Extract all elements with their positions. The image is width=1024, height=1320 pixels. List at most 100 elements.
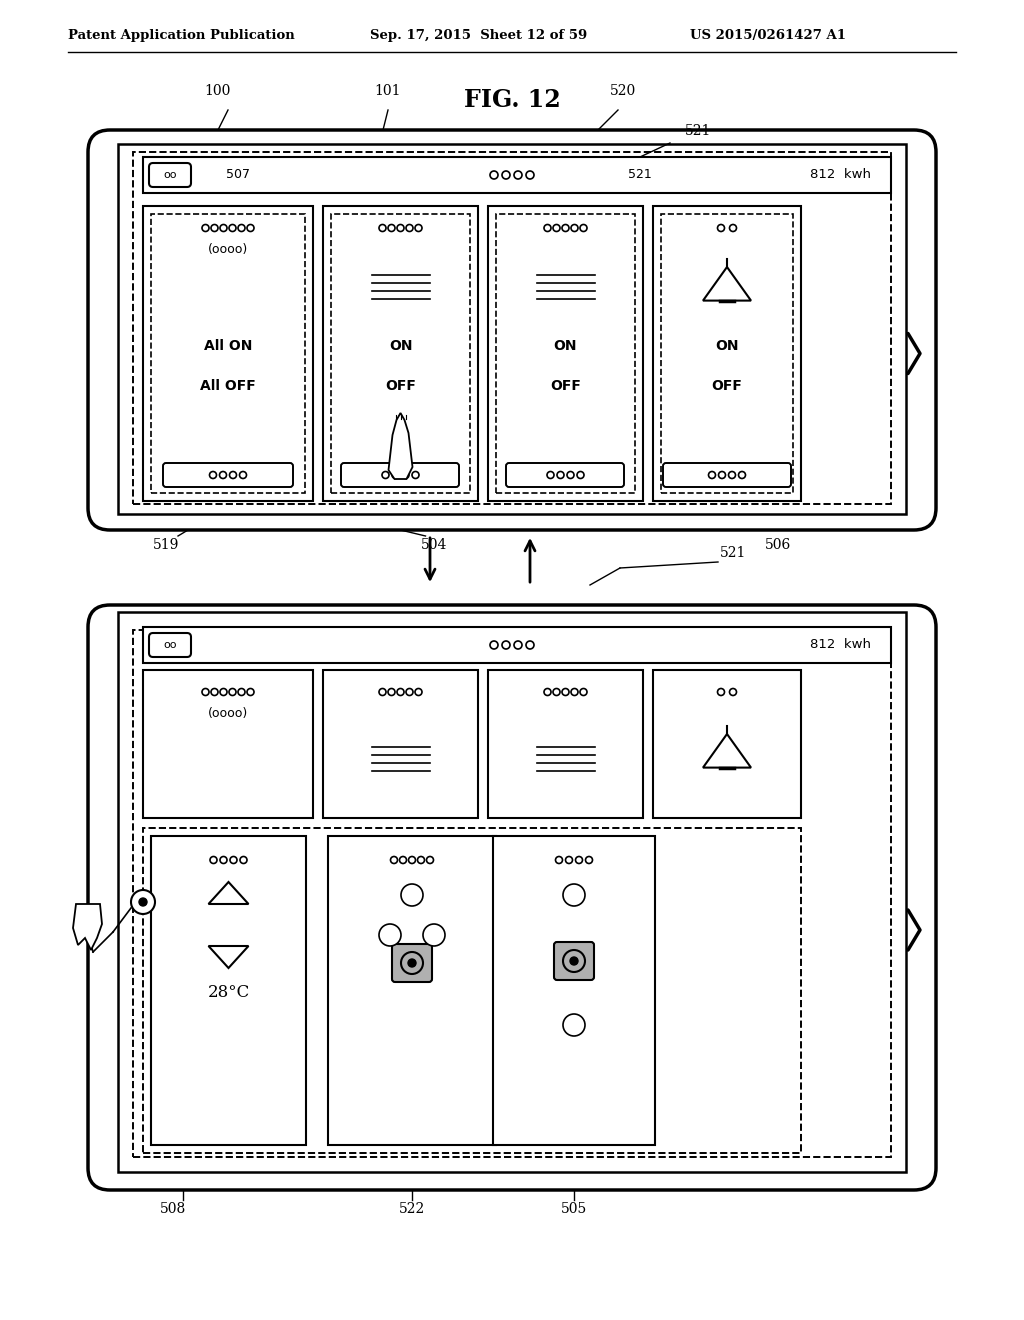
FancyBboxPatch shape	[341, 463, 459, 487]
Circle shape	[580, 224, 587, 231]
Bar	[653, 671, 801, 818]
Polygon shape	[209, 946, 249, 968]
Circle shape	[575, 857, 583, 863]
Circle shape	[565, 857, 572, 863]
Bar	[488, 206, 643, 502]
FancyBboxPatch shape	[171, 331, 286, 360]
Circle shape	[553, 689, 560, 696]
Text: Patent Application Publication: Patent Application Publication	[68, 29, 295, 41]
Bar	[662, 214, 793, 492]
Circle shape	[399, 857, 407, 863]
Circle shape	[219, 471, 226, 479]
Circle shape	[139, 898, 147, 906]
Circle shape	[557, 471, 564, 479]
Polygon shape	[703, 734, 751, 768]
Circle shape	[202, 224, 209, 231]
Circle shape	[571, 224, 578, 231]
Circle shape	[210, 471, 216, 479]
Text: Sep. 17, 2015  Sheet 12 of 59: Sep. 17, 2015 Sheet 12 of 59	[370, 29, 587, 41]
Text: OFF: OFF	[712, 379, 742, 393]
Circle shape	[728, 471, 735, 479]
Circle shape	[729, 224, 736, 231]
Bar	[143, 671, 313, 818]
Circle shape	[563, 1014, 585, 1036]
Text: ON: ON	[554, 339, 578, 352]
Circle shape	[408, 960, 416, 968]
Circle shape	[571, 689, 578, 696]
Circle shape	[577, 471, 584, 479]
Text: 521: 521	[628, 169, 652, 181]
Circle shape	[427, 857, 433, 863]
Circle shape	[547, 471, 554, 479]
Circle shape	[738, 471, 745, 479]
Text: ON: ON	[715, 339, 738, 352]
Circle shape	[211, 224, 218, 231]
Circle shape	[406, 224, 413, 231]
Text: 101: 101	[375, 84, 401, 98]
Bar	[133, 630, 891, 1158]
Text: (oooo): (oooo)	[208, 243, 248, 256]
Text: 505: 505	[561, 1203, 587, 1216]
FancyBboxPatch shape	[366, 735, 435, 780]
Bar	[488, 671, 643, 818]
Bar	[118, 612, 906, 1172]
FancyBboxPatch shape	[392, 944, 432, 982]
Circle shape	[247, 224, 254, 231]
Circle shape	[563, 884, 585, 906]
Circle shape	[240, 857, 247, 863]
Circle shape	[526, 172, 534, 180]
Circle shape	[382, 471, 389, 479]
FancyBboxPatch shape	[171, 371, 286, 401]
Text: 522: 522	[399, 1203, 425, 1216]
Circle shape	[415, 224, 422, 231]
Circle shape	[379, 689, 386, 696]
Text: oo: oo	[163, 640, 177, 649]
Bar	[151, 214, 305, 492]
Text: 506: 506	[765, 539, 791, 552]
Circle shape	[402, 471, 409, 479]
Circle shape	[230, 857, 237, 863]
Circle shape	[562, 224, 569, 231]
FancyBboxPatch shape	[672, 331, 782, 360]
Circle shape	[563, 950, 585, 972]
Circle shape	[586, 857, 593, 863]
FancyBboxPatch shape	[345, 371, 456, 401]
Circle shape	[709, 471, 716, 479]
FancyBboxPatch shape	[345, 331, 456, 360]
Circle shape	[240, 471, 247, 479]
Text: 521: 521	[685, 124, 712, 139]
FancyBboxPatch shape	[88, 129, 936, 531]
Bar	[143, 828, 801, 1152]
Circle shape	[220, 689, 227, 696]
Polygon shape	[73, 904, 102, 950]
FancyBboxPatch shape	[150, 162, 191, 187]
Bar	[143, 627, 891, 663]
Circle shape	[718, 689, 725, 696]
Text: 504: 504	[421, 539, 446, 552]
Circle shape	[238, 224, 245, 231]
Circle shape	[229, 689, 236, 696]
Circle shape	[379, 224, 386, 231]
Circle shape	[202, 689, 209, 696]
Circle shape	[379, 924, 401, 946]
Circle shape	[397, 224, 404, 231]
Circle shape	[401, 884, 423, 906]
Text: All OFF: All OFF	[200, 379, 256, 393]
FancyBboxPatch shape	[366, 264, 435, 309]
Bar	[331, 214, 470, 492]
Bar	[323, 671, 478, 818]
Circle shape	[211, 689, 218, 696]
FancyBboxPatch shape	[663, 463, 791, 487]
Text: 100: 100	[205, 84, 231, 98]
Bar	[328, 836, 496, 1144]
Circle shape	[544, 689, 551, 696]
FancyBboxPatch shape	[150, 634, 191, 657]
Circle shape	[412, 471, 419, 479]
Circle shape	[719, 471, 725, 479]
Circle shape	[401, 952, 423, 974]
Text: 508: 508	[160, 1203, 186, 1216]
Text: 521: 521	[720, 546, 746, 560]
FancyBboxPatch shape	[511, 331, 621, 360]
Text: OFF: OFF	[550, 379, 581, 393]
Circle shape	[409, 857, 416, 863]
